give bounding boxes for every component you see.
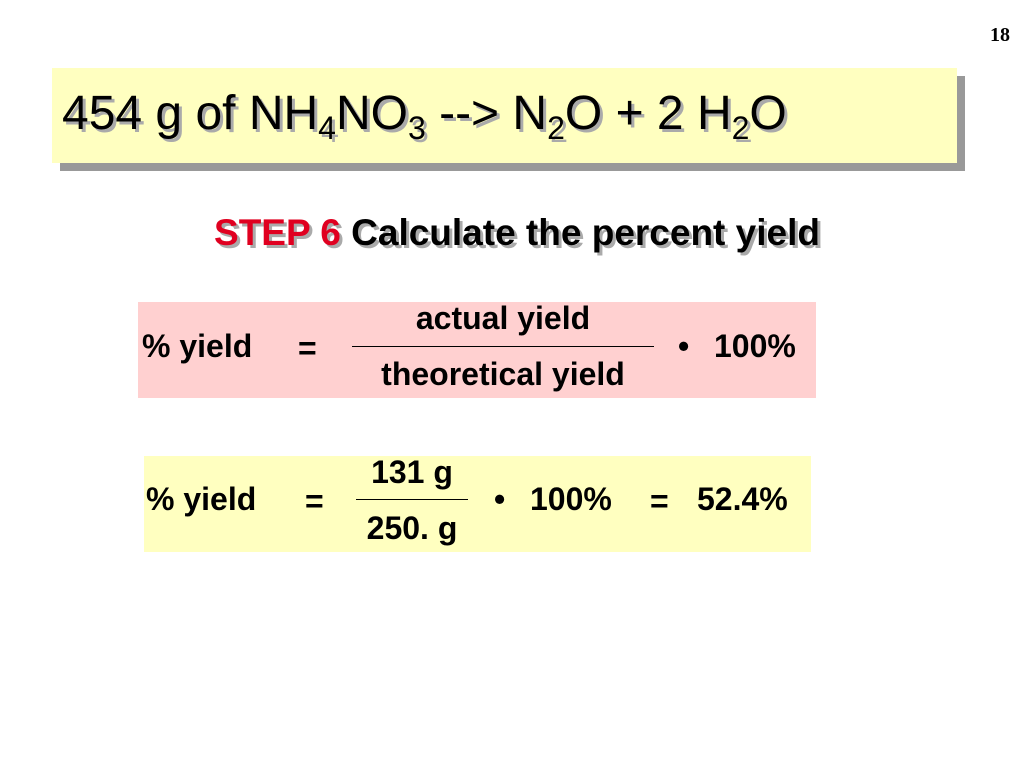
subscript: 2 [547,110,565,146]
title-part: NO [335,87,408,140]
step-heading: STEP 6 Calculate the percent yield [0,212,1024,254]
step-text: Calculate the percent yield [351,212,820,253]
formula-denominator: theoretical yield [381,356,625,392]
title: 454 g of NH4NO3 --> N2O + 2 H2O [62,86,787,144]
step-label: STEP 6 [214,212,341,253]
title-part: --> N [425,87,548,140]
calculation-box [144,456,811,552]
formula-factor: 100% [714,328,796,364]
calc-result: 52.4% [697,481,788,517]
calc-numerator: 131 g [371,454,453,490]
title-box [52,68,957,163]
fraction-bar [356,499,468,500]
title-part: O + 2 H [564,87,732,140]
formula-box [138,302,816,398]
calc-eq: = [305,483,324,519]
subscript: 3 [407,110,426,146]
formula-lhs: % yield [142,328,253,364]
calc-times: • [494,481,506,517]
fraction-bar [352,346,654,347]
calc-lhs: % yield [146,481,257,517]
calc-denominator: 250. g [366,510,458,546]
subscript: 4 [318,110,336,146]
title-part: 454 g of NH [62,87,319,140]
calc-eq2: = [650,483,669,519]
subscript: 2 [731,110,750,146]
calc-factor: 100% [530,481,612,517]
formula-eq: = [298,330,317,366]
formula-numerator: actual yield [415,300,591,336]
title-part: O [749,87,787,140]
formula-times: • [678,328,690,364]
page-number: 18 [990,24,1010,46]
